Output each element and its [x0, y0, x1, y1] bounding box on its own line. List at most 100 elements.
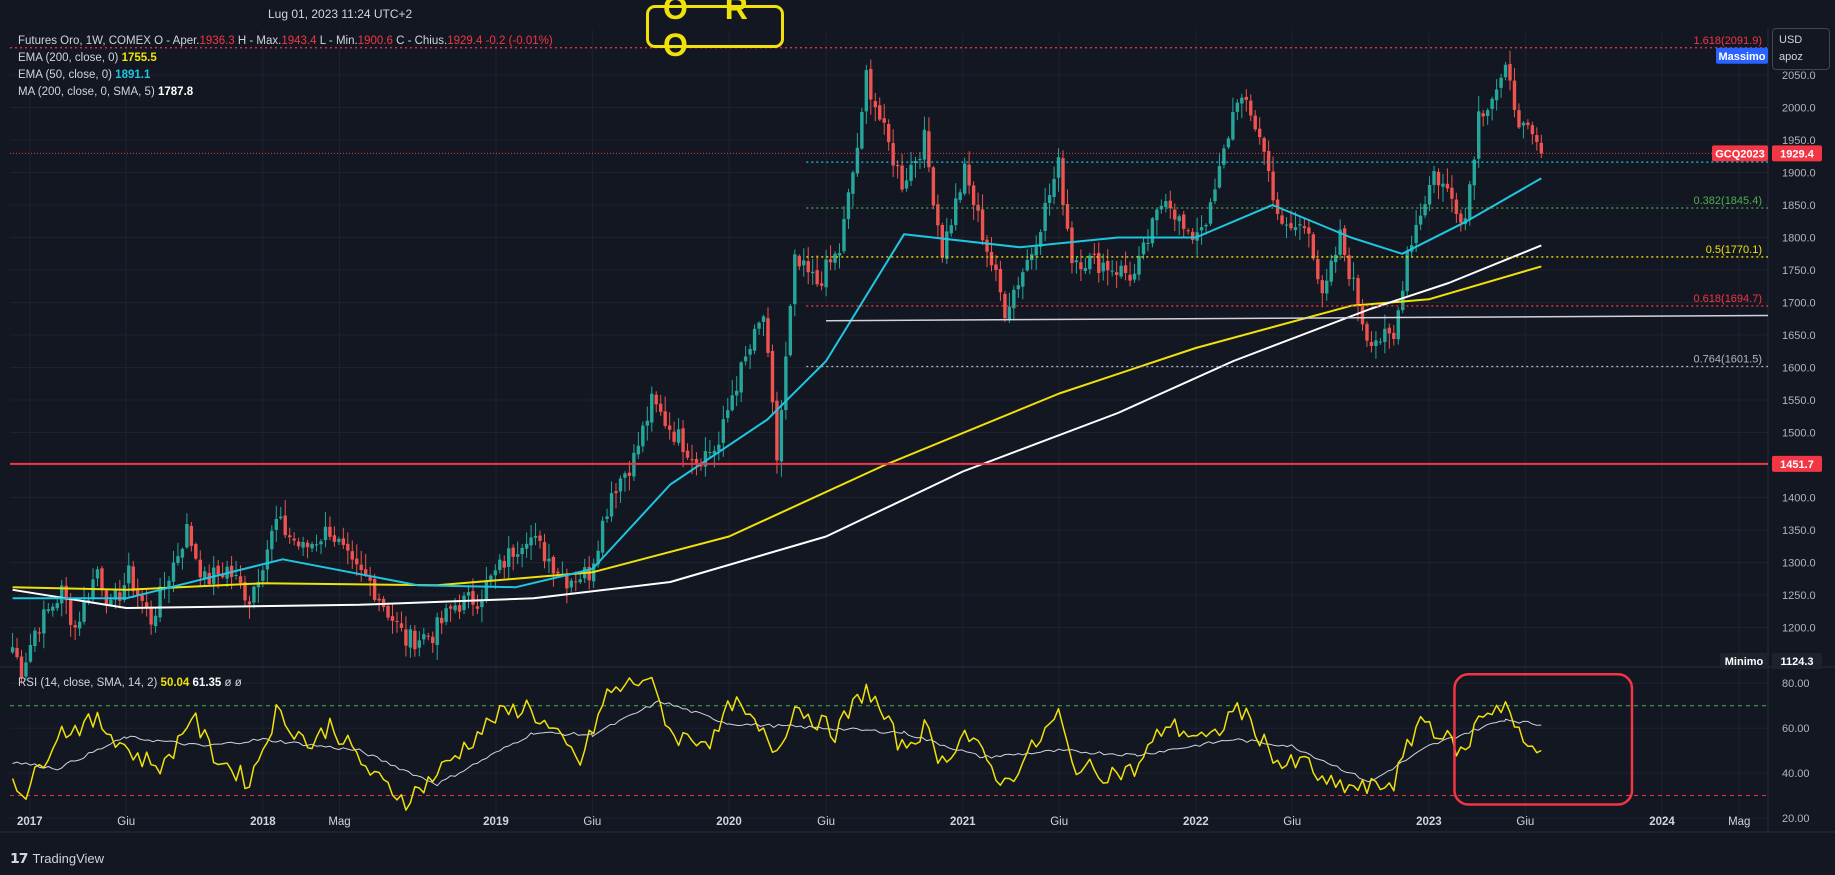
ema200-value: 1755.5 [121, 52, 157, 64]
candle-body [779, 409, 784, 462]
ema200-legend[interactable]: EMA (200, close, 0) 1755.5 [18, 52, 157, 64]
candle-body [493, 570, 498, 576]
candle-body [918, 159, 922, 161]
candle-body [1092, 253, 1097, 255]
price-tick-label-1: 1250.0 [1782, 590, 1816, 602]
ma200-line [12, 244, 1542, 609]
candle-body [1168, 200, 1172, 209]
candle-body [1436, 171, 1441, 186]
candle-body [435, 617, 439, 646]
close-value: 1929.4 [447, 35, 483, 47]
candle-body [1016, 285, 1021, 290]
candle-body [1164, 201, 1168, 208]
candle-body [873, 101, 877, 108]
candle-body [1101, 262, 1105, 272]
tradingview-brand[interactable]: 𝟭𝟳 TradingView [10, 850, 104, 867]
candle-body [1253, 115, 1257, 130]
candle-body [1257, 128, 1262, 138]
candle-body [672, 431, 676, 442]
candle-body [265, 549, 270, 570]
candle-body [399, 623, 404, 628]
candle-body [1190, 231, 1195, 240]
candle-body [667, 425, 672, 430]
price-tick-label-10: 1700.0 [1782, 298, 1816, 310]
date-time-label: Lug 01, 2023 11:24 UTC+2 [268, 7, 413, 21]
candle-body [766, 318, 770, 353]
candle-body [1508, 64, 1512, 81]
candle-body [1141, 242, 1146, 255]
candle-body [158, 586, 162, 618]
candle-body [1235, 102, 1240, 112]
candle-body [797, 255, 801, 267]
candle-body [958, 192, 962, 200]
candle-body [1271, 171, 1275, 201]
candle-body [404, 629, 408, 646]
candle-body [739, 362, 743, 393]
candle-body [1208, 202, 1213, 224]
last-price-label-bg [1772, 145, 1822, 162]
ma200-label: MA (200, close, 0, SMA, 5) [18, 86, 155, 98]
candle-body [650, 393, 654, 423]
rsi-tick-label-3: 80.00 [1782, 678, 1810, 690]
candle-body [708, 452, 712, 454]
candle-body [100, 568, 104, 590]
candle-body [68, 599, 73, 625]
candle-body [659, 403, 663, 412]
candle-body [113, 590, 118, 600]
candle-body [860, 112, 864, 149]
candle-body [377, 598, 381, 601]
level-1451-label: 1451.7 [1780, 459, 1814, 471]
rsi-legend[interactable]: RSI (14, close, SMA, 14, 2) 50.04 61.35 … [18, 677, 242, 689]
candle-body [234, 574, 238, 576]
symbol-legend[interactable]: Futures Oro, 1W, COMEX O - Aper.1936.3 H… [18, 35, 553, 47]
candle-body [743, 356, 748, 362]
price-tick-label-17: 2050.0 [1782, 70, 1816, 82]
rsi-label: RSI (14, close, SMA, 14, 2) [18, 677, 158, 689]
candle-body [109, 599, 113, 605]
contract-label-bg [1712, 145, 1768, 162]
candle-body [515, 554, 520, 557]
ma200-legend[interactable]: MA (200, close, 0, SMA, 5) 1787.8 [18, 86, 193, 98]
candle-body [542, 542, 547, 562]
candle-body [793, 254, 797, 305]
candle-body [1396, 310, 1400, 340]
candle-body [913, 160, 918, 164]
candle-body [1427, 185, 1432, 205]
level-1451-label-bg [1772, 455, 1822, 472]
candle-body [131, 566, 135, 592]
support-trendline [826, 314, 1769, 322]
candle-body [962, 163, 967, 194]
candle-body [484, 581, 489, 600]
candle-body [471, 591, 475, 605]
candle-body [574, 581, 578, 583]
candle-body [627, 472, 632, 476]
candle-body [922, 129, 927, 160]
candle-body [940, 224, 945, 258]
candle-body [1293, 227, 1298, 231]
candle-body [439, 617, 444, 624]
candle-body [775, 400, 779, 461]
candle-body [144, 602, 149, 608]
candle-body [252, 586, 256, 603]
candle-body [1374, 340, 1378, 346]
candle-body [1280, 215, 1284, 224]
candle-body [1217, 166, 1222, 188]
ema50-legend[interactable]: EMA (50, close, 0) 1891.1 [18, 69, 150, 81]
candle-body [681, 428, 685, 453]
candle-body [734, 390, 739, 396]
low-label: L - Min. [319, 35, 358, 47]
candle-body [408, 629, 413, 648]
candle-body [60, 585, 64, 604]
candle-body [1289, 223, 1293, 229]
candle-body [511, 547, 515, 557]
time-tick-label-2: 2018 [250, 816, 276, 828]
currency-selector[interactable]: USD apoz [1772, 28, 1830, 70]
candle-body [927, 131, 931, 168]
candle-body [82, 600, 86, 622]
candle-body [784, 356, 788, 411]
candle-body [578, 579, 582, 583]
price-tick-label-11: 1750.0 [1782, 265, 1816, 277]
candle-body [194, 544, 198, 559]
